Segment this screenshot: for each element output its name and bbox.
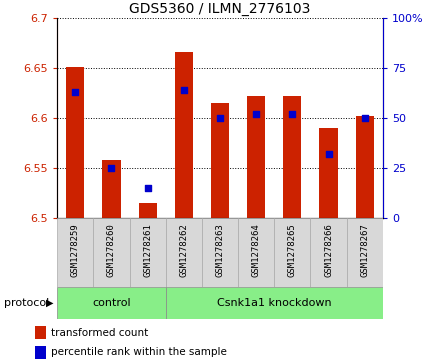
Text: GSM1278259: GSM1278259: [71, 223, 80, 277]
Point: [253, 111, 260, 117]
Bar: [175, 52, 193, 218]
Point: [361, 115, 368, 121]
Text: percentile rank within the sample: percentile rank within the sample: [51, 347, 227, 357]
Bar: [139, 203, 157, 218]
Text: GSM1278263: GSM1278263: [216, 223, 224, 277]
Bar: [35, 346, 46, 359]
Bar: [247, 96, 265, 218]
Point: [216, 115, 224, 121]
Point: [108, 165, 115, 171]
Text: GSM1278267: GSM1278267: [360, 223, 369, 277]
Bar: [35, 326, 46, 339]
Point: [289, 111, 296, 117]
Bar: [347, 218, 383, 287]
Bar: [211, 103, 229, 218]
Bar: [57, 218, 93, 287]
Bar: [311, 218, 347, 287]
Bar: [166, 218, 202, 287]
Bar: [166, 287, 383, 319]
Bar: [319, 128, 337, 218]
Text: transformed count: transformed count: [51, 327, 148, 338]
Text: GSM1278265: GSM1278265: [288, 223, 297, 277]
Point: [72, 89, 79, 95]
Text: control: control: [92, 298, 131, 308]
Text: GSM1278264: GSM1278264: [252, 223, 260, 277]
Title: GDS5360 / ILMN_2776103: GDS5360 / ILMN_2776103: [129, 2, 311, 16]
Point: [325, 151, 332, 157]
Bar: [274, 218, 311, 287]
Point: [144, 185, 151, 191]
Bar: [283, 96, 301, 218]
Bar: [202, 218, 238, 287]
Text: ▶: ▶: [46, 298, 54, 308]
Text: protocol: protocol: [4, 298, 50, 308]
Point: [180, 87, 187, 93]
Text: GSM1278262: GSM1278262: [180, 223, 188, 277]
Bar: [356, 116, 374, 218]
Bar: [103, 160, 121, 218]
Bar: [57, 287, 166, 319]
Bar: [66, 67, 84, 218]
Bar: [93, 218, 129, 287]
Text: GSM1278260: GSM1278260: [107, 223, 116, 277]
Text: Csnk1a1 knockdown: Csnk1a1 knockdown: [217, 298, 332, 308]
Bar: [238, 218, 274, 287]
Text: GSM1278261: GSM1278261: [143, 223, 152, 277]
Bar: [129, 218, 166, 287]
Text: GSM1278266: GSM1278266: [324, 223, 333, 277]
